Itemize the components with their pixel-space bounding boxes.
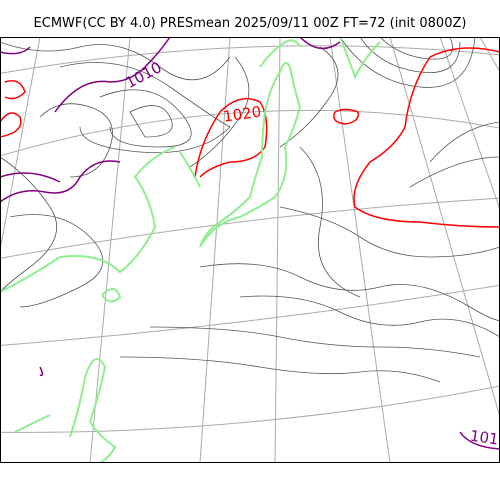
isobar-1010-line bbox=[0, 46, 31, 55]
isobar-1010 bbox=[0, 37, 500, 450]
longitude-line bbox=[479, 37, 500, 74]
isobar bbox=[129, 105, 173, 138]
map-panel: 1010 1020 101 bbox=[0, 37, 500, 463]
isobar bbox=[59, 62, 231, 154]
coastline-korea bbox=[179, 151, 201, 188]
coastline-north bbox=[339, 37, 381, 80]
longitude-line bbox=[439, 37, 500, 212]
coastline-china bbox=[0, 146, 176, 293]
isobar bbox=[429, 121, 500, 163]
coastline-japan bbox=[199, 62, 302, 248]
isobar-1020-line bbox=[0, 112, 22, 138]
longitude-line bbox=[0, 37, 41, 253]
isobar bbox=[279, 46, 339, 148]
longitude-line bbox=[199, 37, 231, 463]
isobar bbox=[359, 37, 461, 74]
isobar-1020-line bbox=[194, 97, 268, 178]
isobar bbox=[299, 146, 361, 298]
longitude-line bbox=[89, 37, 131, 463]
isobar bbox=[239, 295, 500, 338]
isobar bbox=[279, 206, 500, 258]
isobar bbox=[0, 41, 231, 81]
isobar bbox=[199, 263, 500, 322]
weather-map: 1010 1020 101 bbox=[0, 37, 500, 463]
contour-label-1010: 1010 bbox=[123, 58, 165, 92]
isobar bbox=[0, 156, 58, 297]
map-frame-border bbox=[0, 37, 500, 463]
contour-label-101-edge: 101 bbox=[469, 427, 500, 449]
isobar bbox=[189, 56, 250, 168]
latitude-line bbox=[0, 284, 500, 346]
isobar-1020-line bbox=[353, 47, 500, 228]
coastline-philippines bbox=[69, 358, 117, 463]
isobar-1010-line bbox=[459, 431, 500, 450]
isobar bbox=[379, 37, 453, 60]
isobar bbox=[339, 37, 476, 88]
coastlines bbox=[0, 37, 381, 463]
isobar-1010-line bbox=[0, 160, 121, 203]
contour-label-1020: 1020 bbox=[222, 103, 262, 126]
isobar bbox=[149, 326, 481, 358]
coastline-taiwan bbox=[101, 288, 122, 303]
isobar-1020 bbox=[0, 47, 500, 228]
longitude-line bbox=[389, 37, 500, 418]
isobar bbox=[119, 356, 441, 383]
latitude-line bbox=[0, 109, 500, 157]
isobar bbox=[99, 89, 192, 148]
isobar-1010-line bbox=[299, 37, 341, 50]
latitude-line bbox=[0, 385, 500, 433]
longitude-line bbox=[274, 37, 281, 463]
isobar-1010-line bbox=[54, 37, 171, 113]
isobar bbox=[39, 103, 113, 178]
coastline-island bbox=[14, 414, 51, 433]
thin-isobars bbox=[0, 37, 500, 383]
isobar-1010-line bbox=[39, 366, 44, 377]
longitude-line bbox=[329, 37, 391, 463]
isobar-1010-line bbox=[0, 172, 61, 183]
isobar bbox=[409, 156, 500, 188]
latitude-line bbox=[0, 197, 500, 259]
map-title: ECMWF(CC BY 4.0) PRESmean 2025/09/11 00Z… bbox=[33, 16, 467, 31]
isobar-1020-line bbox=[4, 80, 26, 100]
coastline-hokkaido bbox=[259, 39, 301, 68]
isobar-1020-line bbox=[333, 108, 359, 125]
